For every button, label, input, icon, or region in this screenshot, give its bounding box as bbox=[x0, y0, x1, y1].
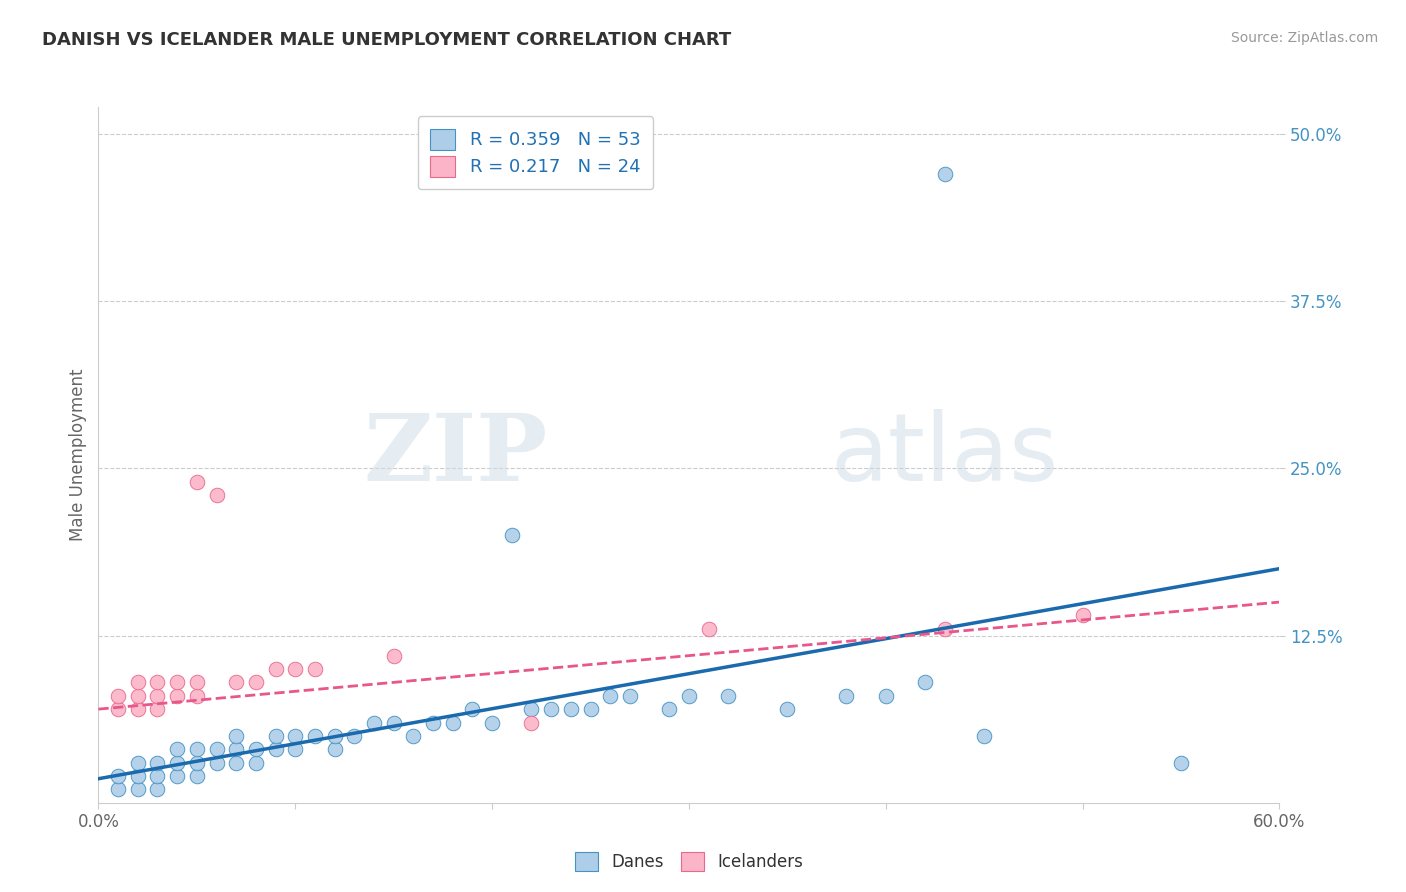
Point bbox=[127, 675, 149, 690]
Point bbox=[264, 729, 287, 743]
Point bbox=[973, 729, 995, 743]
Point bbox=[560, 702, 582, 716]
Point bbox=[264, 742, 287, 756]
Text: Source: ZipAtlas.com: Source: ZipAtlas.com bbox=[1230, 31, 1378, 45]
Point bbox=[245, 742, 267, 756]
Point bbox=[146, 769, 169, 783]
Point bbox=[520, 702, 543, 716]
Point bbox=[205, 756, 228, 770]
Point bbox=[264, 662, 287, 676]
Point bbox=[382, 715, 405, 730]
Text: ZIP: ZIP bbox=[363, 410, 547, 500]
Point bbox=[186, 742, 208, 756]
Point bbox=[441, 715, 464, 730]
Point bbox=[776, 702, 799, 716]
Point bbox=[461, 702, 484, 716]
Point bbox=[245, 756, 267, 770]
Point bbox=[146, 675, 169, 690]
Point bbox=[107, 689, 129, 703]
Point bbox=[205, 742, 228, 756]
Point bbox=[225, 729, 247, 743]
Point bbox=[1071, 608, 1094, 623]
Point bbox=[107, 702, 129, 716]
Point bbox=[599, 689, 621, 703]
Point bbox=[107, 782, 129, 797]
Point bbox=[658, 702, 681, 716]
Point bbox=[166, 675, 188, 690]
Point bbox=[323, 729, 346, 743]
Point bbox=[501, 528, 523, 542]
Point bbox=[520, 715, 543, 730]
Point bbox=[402, 729, 425, 743]
Text: atlas: atlas bbox=[831, 409, 1059, 501]
Point bbox=[127, 702, 149, 716]
Point bbox=[934, 622, 956, 636]
Point bbox=[914, 675, 936, 690]
Point bbox=[1170, 756, 1192, 770]
Point bbox=[186, 769, 208, 783]
Point bbox=[284, 729, 307, 743]
Point bbox=[304, 729, 326, 743]
Point bbox=[363, 715, 385, 730]
Point bbox=[678, 689, 700, 703]
Point bbox=[186, 689, 208, 703]
Point bbox=[166, 756, 188, 770]
Point bbox=[225, 756, 247, 770]
Point bbox=[166, 742, 188, 756]
Point bbox=[146, 782, 169, 797]
Point bbox=[127, 769, 149, 783]
Point bbox=[284, 662, 307, 676]
Y-axis label: Male Unemployment: Male Unemployment bbox=[69, 368, 87, 541]
Point bbox=[225, 675, 247, 690]
Point bbox=[619, 689, 641, 703]
Point bbox=[146, 689, 169, 703]
Point bbox=[697, 622, 720, 636]
Point bbox=[186, 675, 208, 690]
Point bbox=[127, 782, 149, 797]
Point bbox=[481, 715, 503, 730]
Point bbox=[186, 475, 208, 489]
Legend: Danes, Icelanders: Danes, Icelanders bbox=[568, 846, 810, 878]
Point bbox=[245, 675, 267, 690]
Point bbox=[540, 702, 562, 716]
Point bbox=[579, 702, 602, 716]
Point bbox=[382, 648, 405, 663]
Point bbox=[835, 689, 858, 703]
Point bbox=[205, 488, 228, 502]
Point bbox=[323, 742, 346, 756]
Point bbox=[127, 756, 149, 770]
Point bbox=[284, 742, 307, 756]
Point bbox=[422, 715, 444, 730]
Point bbox=[225, 742, 247, 756]
Point bbox=[875, 689, 897, 703]
Point bbox=[107, 769, 129, 783]
Point bbox=[934, 167, 956, 181]
Point bbox=[343, 729, 366, 743]
Point bbox=[166, 769, 188, 783]
Text: DANISH VS ICELANDER MALE UNEMPLOYMENT CORRELATION CHART: DANISH VS ICELANDER MALE UNEMPLOYMENT CO… bbox=[42, 31, 731, 49]
Point bbox=[127, 689, 149, 703]
Point bbox=[717, 689, 740, 703]
Point bbox=[304, 662, 326, 676]
Point bbox=[186, 756, 208, 770]
Point bbox=[146, 702, 169, 716]
Point bbox=[166, 689, 188, 703]
Point bbox=[146, 756, 169, 770]
